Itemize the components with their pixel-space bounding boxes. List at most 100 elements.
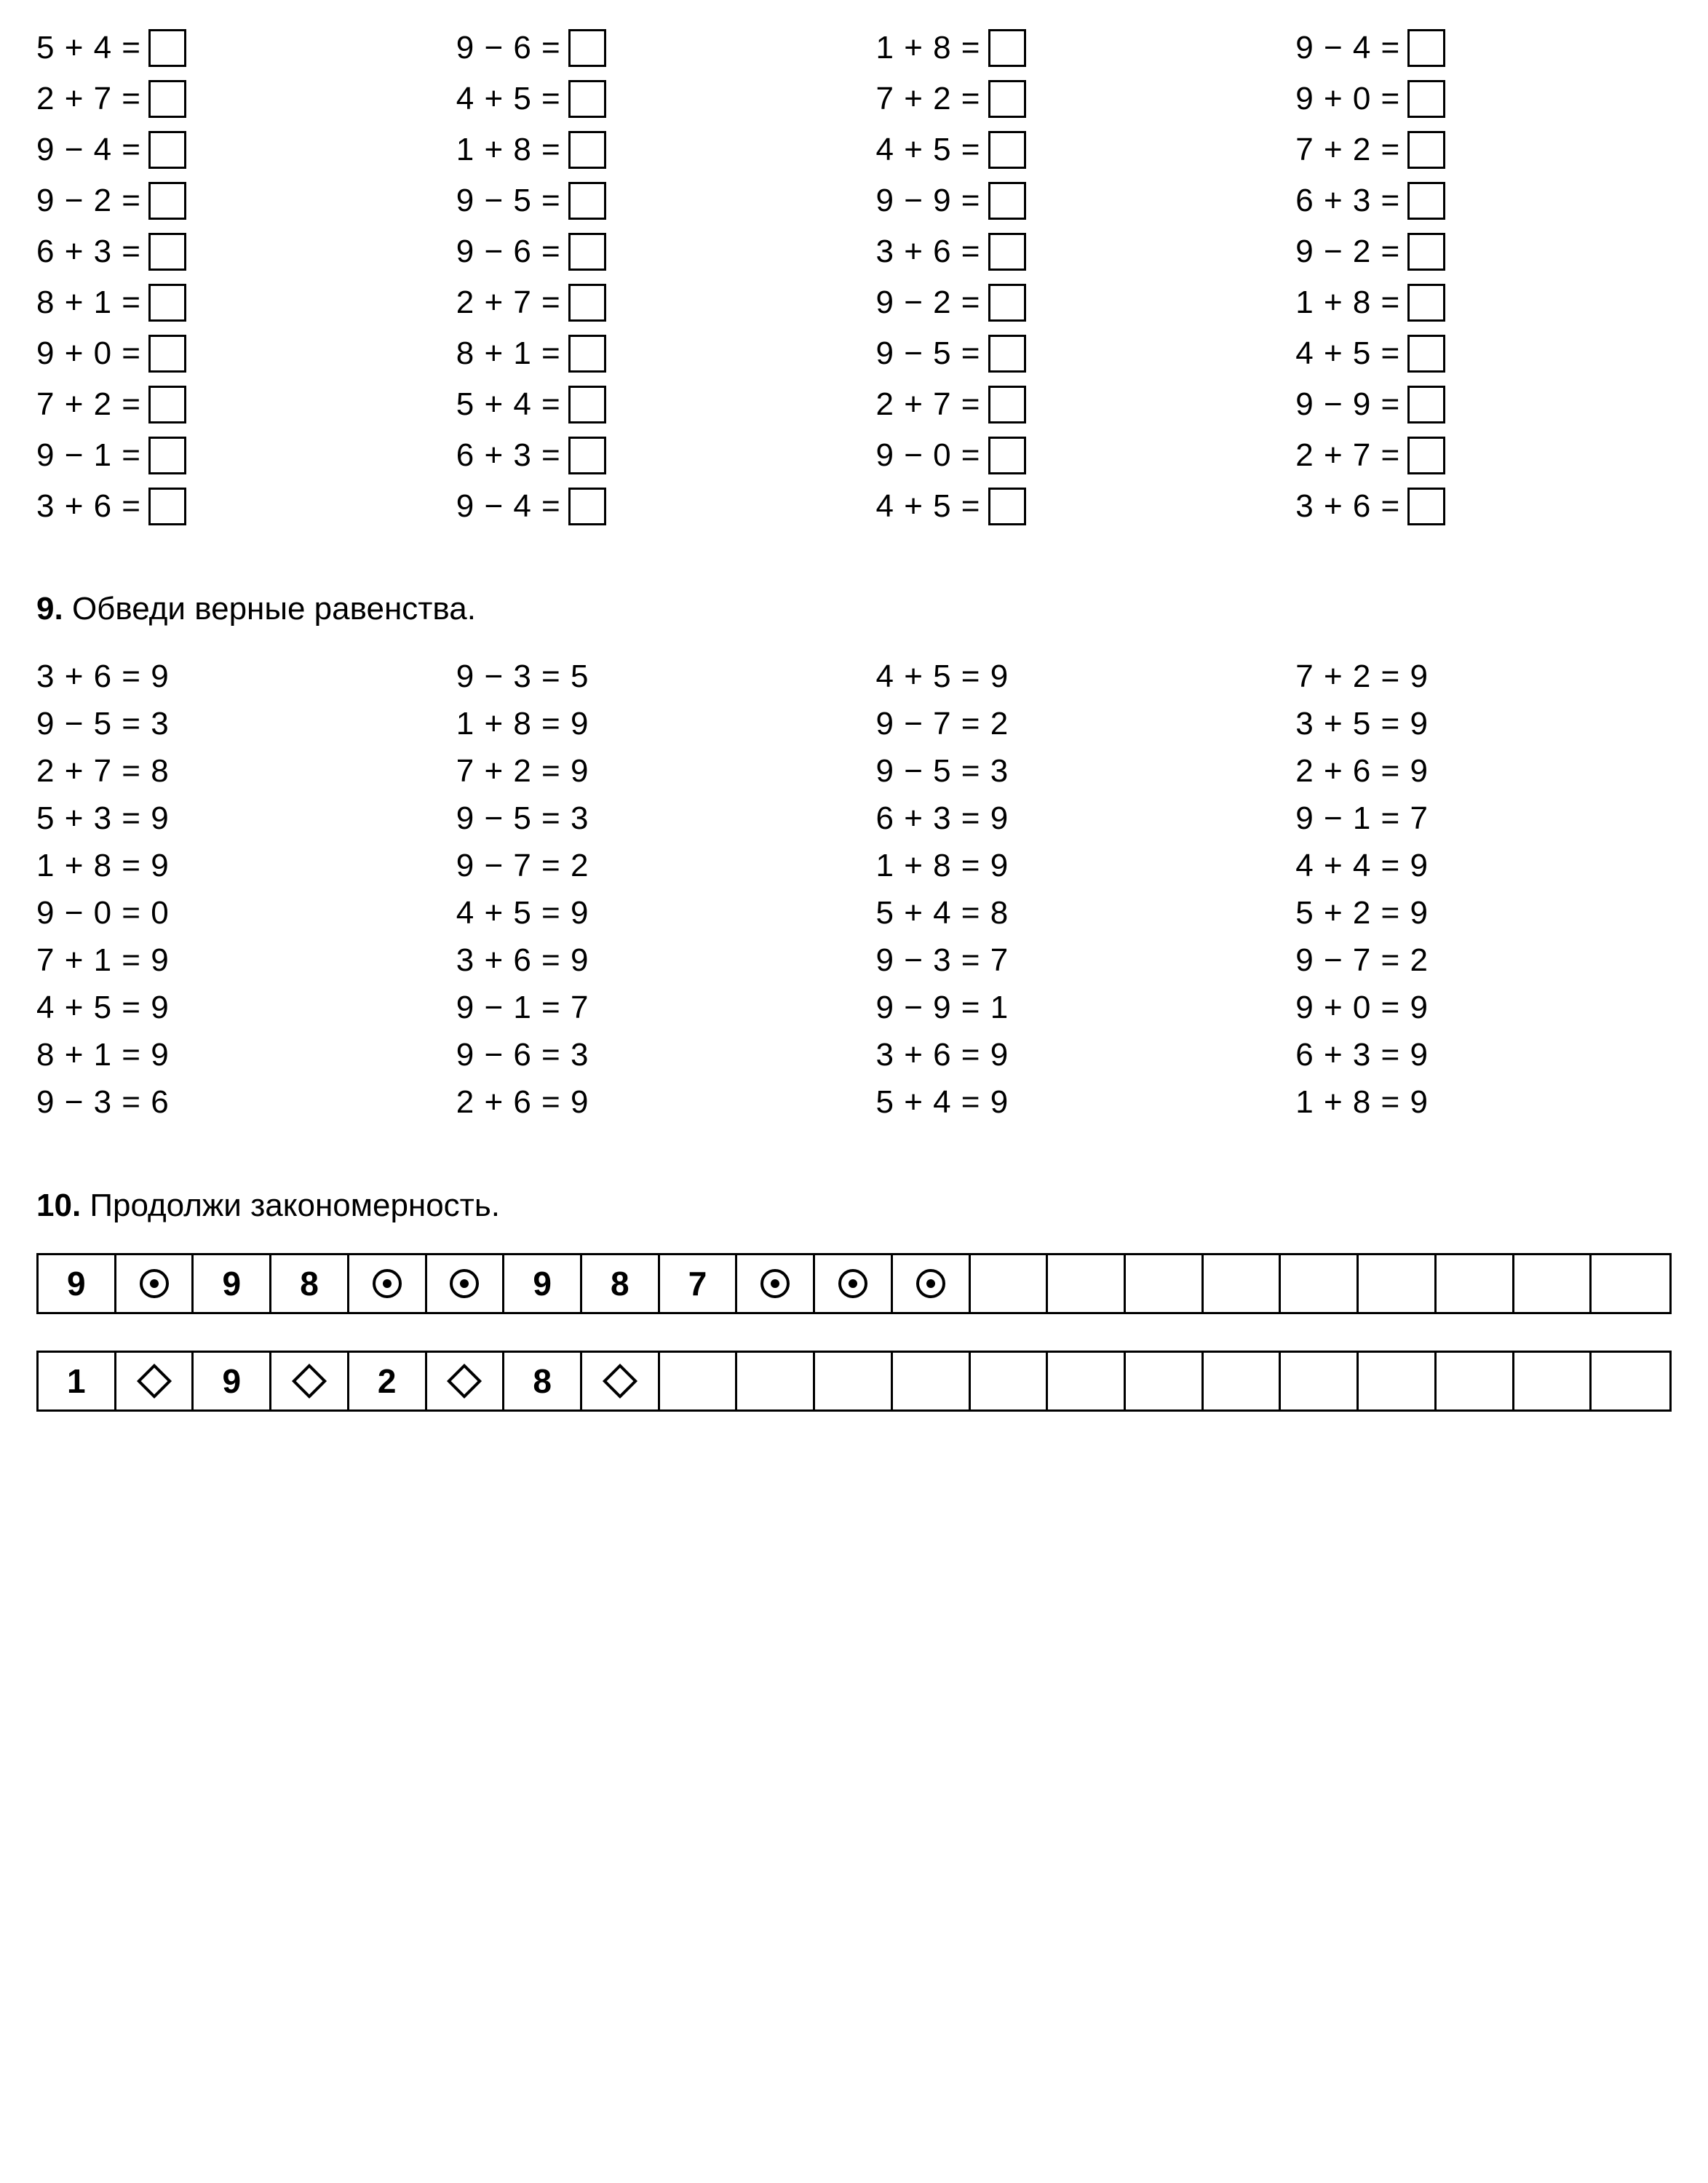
equality-item[interactable]: 1 + 8 = 9 xyxy=(456,704,833,744)
answer-box[interactable] xyxy=(988,284,1026,322)
answer-box[interactable] xyxy=(148,386,186,424)
equality-item[interactable]: 5 + 4 = 8 xyxy=(876,893,1252,933)
equality-item[interactable]: 9 − 0 = 0 xyxy=(36,893,413,933)
pattern-cell[interactable] xyxy=(1204,1255,1282,1312)
answer-box[interactable] xyxy=(568,284,606,322)
pattern-cell[interactable] xyxy=(1437,1353,1514,1409)
equality-item[interactable]: 4 + 4 = 9 xyxy=(1295,846,1672,886)
answer-box[interactable] xyxy=(568,182,606,220)
pattern-cell[interactable] xyxy=(1592,1255,1669,1312)
answer-box[interactable] xyxy=(148,335,186,373)
pattern-cell[interactable] xyxy=(893,1353,971,1409)
equality-item[interactable]: 7 + 2 = 9 xyxy=(456,751,833,791)
pattern-cell[interactable] xyxy=(1281,1255,1359,1312)
answer-box[interactable] xyxy=(148,80,186,118)
answer-box[interactable] xyxy=(568,437,606,474)
answer-box[interactable] xyxy=(1407,80,1445,118)
answer-box[interactable] xyxy=(988,131,1026,169)
answer-box[interactable] xyxy=(988,29,1026,67)
pattern-cell[interactable] xyxy=(1281,1353,1359,1409)
equality-item[interactable]: 4 + 5 = 9 xyxy=(456,893,833,933)
answer-box[interactable] xyxy=(1407,29,1445,67)
answer-box[interactable] xyxy=(988,233,1026,271)
equality-item[interactable]: 1 + 8 = 9 xyxy=(36,846,413,886)
answer-box[interactable] xyxy=(148,233,186,271)
pattern-cell[interactable] xyxy=(1437,1255,1514,1312)
answer-box[interactable] xyxy=(568,131,606,169)
answer-box[interactable] xyxy=(568,335,606,373)
equality-item[interactable]: 7 + 1 = 9 xyxy=(36,940,413,980)
pattern-cell[interactable] xyxy=(1514,1353,1592,1409)
answer-box[interactable] xyxy=(1407,488,1445,525)
answer-box[interactable] xyxy=(988,488,1026,525)
equality-item[interactable]: 9 − 3 = 6 xyxy=(36,1082,413,1122)
equality-item[interactable]: 3 + 6 = 9 xyxy=(876,1035,1252,1075)
equality-item[interactable]: 7 + 2 = 9 xyxy=(1295,656,1672,696)
equality-item[interactable]: 2 + 7 = 8 xyxy=(36,751,413,791)
answer-box[interactable] xyxy=(568,80,606,118)
equality-item[interactable]: 3 + 6 = 9 xyxy=(36,656,413,696)
equality-item[interactable]: 5 + 3 = 9 xyxy=(36,798,413,838)
answer-box[interactable] xyxy=(148,488,186,525)
answer-box[interactable] xyxy=(1407,182,1445,220)
equality-item[interactable]: 9 − 5 = 3 xyxy=(456,798,833,838)
pattern-cell[interactable] xyxy=(815,1353,893,1409)
pattern-cell[interactable] xyxy=(1592,1353,1669,1409)
answer-box[interactable] xyxy=(988,80,1026,118)
pattern-cell[interactable] xyxy=(737,1353,815,1409)
answer-box[interactable] xyxy=(1407,284,1445,322)
equality-item[interactable]: 9 − 1 = 7 xyxy=(456,987,833,1027)
pattern-cell[interactable] xyxy=(971,1255,1049,1312)
equality-item[interactable]: 9 − 1 = 7 xyxy=(1295,798,1672,838)
equality-item[interactable]: 9 − 7 = 2 xyxy=(876,704,1252,744)
answer-box[interactable] xyxy=(1407,335,1445,373)
pattern-cell[interactable] xyxy=(1359,1255,1437,1312)
equality-item[interactable]: 9 − 5 = 3 xyxy=(876,751,1252,791)
equality-item[interactable]: 1 + 8 = 9 xyxy=(1295,1082,1672,1122)
equality-item[interactable]: 5 + 2 = 9 xyxy=(1295,893,1672,933)
answer-box[interactable] xyxy=(1407,131,1445,169)
answer-box[interactable] xyxy=(148,437,186,474)
answer-box[interactable] xyxy=(988,335,1026,373)
equality-item[interactable]: 9 − 3 = 5 xyxy=(456,656,833,696)
pattern-cell[interactable] xyxy=(1126,1353,1204,1409)
equality-item[interactable]: 9 + 0 = 9 xyxy=(1295,987,1672,1027)
answer-box[interactable] xyxy=(988,386,1026,424)
equality-item[interactable]: 4 + 5 = 9 xyxy=(36,987,413,1027)
pattern-cell[interactable] xyxy=(1048,1353,1126,1409)
answer-box[interactable] xyxy=(1407,233,1445,271)
pattern-cell[interactable] xyxy=(660,1353,738,1409)
equality-item[interactable]: 9 − 9 = 1 xyxy=(876,987,1252,1027)
equality-item[interactable]: 9 − 6 = 3 xyxy=(456,1035,833,1075)
equality-item[interactable]: 2 + 6 = 9 xyxy=(456,1082,833,1122)
pattern-cell[interactable] xyxy=(1048,1255,1126,1312)
answer-box[interactable] xyxy=(148,131,186,169)
answer-box[interactable] xyxy=(1407,386,1445,424)
answer-box[interactable] xyxy=(148,29,186,67)
equality-item[interactable]: 9 − 3 = 7 xyxy=(876,940,1252,980)
equality-item[interactable]: 8 + 1 = 9 xyxy=(36,1035,413,1075)
answer-box[interactable] xyxy=(568,29,606,67)
answer-box[interactable] xyxy=(148,284,186,322)
answer-box[interactable] xyxy=(568,233,606,271)
pattern-cell[interactable] xyxy=(1359,1353,1437,1409)
pattern-cell[interactable] xyxy=(971,1353,1049,1409)
answer-box[interactable] xyxy=(148,182,186,220)
equality-item[interactable]: 6 + 3 = 9 xyxy=(1295,1035,1672,1075)
equality-item[interactable]: 6 + 3 = 9 xyxy=(876,798,1252,838)
equality-item[interactable]: 3 + 6 = 9 xyxy=(456,940,833,980)
answer-box[interactable] xyxy=(568,386,606,424)
equality-item[interactable]: 9 − 5 = 3 xyxy=(36,704,413,744)
pattern-cell[interactable] xyxy=(1514,1255,1592,1312)
answer-box[interactable] xyxy=(1407,437,1445,474)
pattern-cell[interactable] xyxy=(1204,1353,1282,1409)
answer-box[interactable] xyxy=(988,182,1026,220)
equality-item[interactable]: 2 + 6 = 9 xyxy=(1295,751,1672,791)
equality-item[interactable]: 9 − 7 = 2 xyxy=(456,846,833,886)
equality-item[interactable]: 5 + 4 = 9 xyxy=(876,1082,1252,1122)
equality-item[interactable]: 9 − 7 = 2 xyxy=(1295,940,1672,980)
answer-box[interactable] xyxy=(568,488,606,525)
answer-box[interactable] xyxy=(988,437,1026,474)
equality-item[interactable]: 3 + 5 = 9 xyxy=(1295,704,1672,744)
pattern-cell[interactable] xyxy=(1126,1255,1204,1312)
